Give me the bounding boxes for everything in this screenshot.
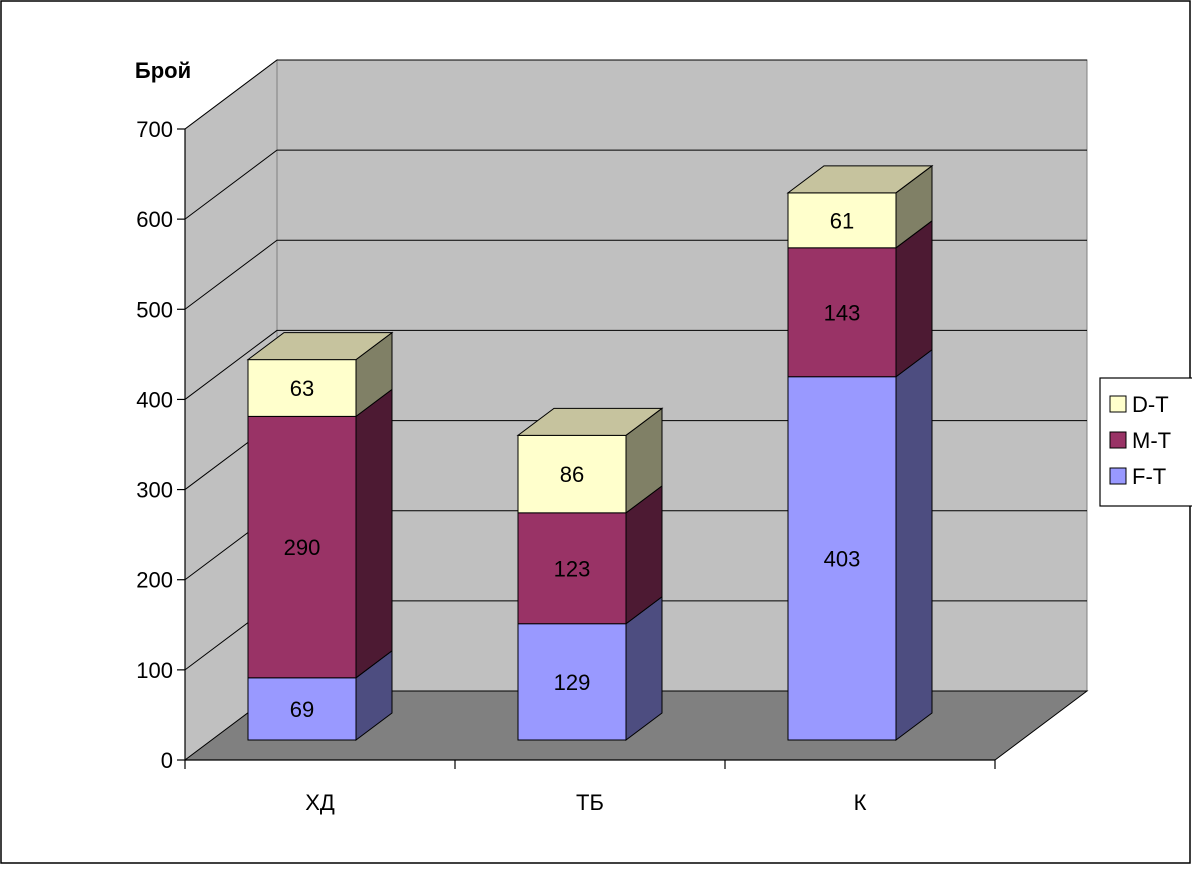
legend-label-f-t: F-T [1132,464,1166,489]
bars: 69 290 63 129 123 86 403 143 61 [246,164,934,741]
data-label: 86 [560,462,584,487]
bar-segment-m-t [787,247,897,378]
y-tick-label: 0 [161,748,173,773]
data-label: 123 [554,556,591,581]
axes: 0 100 200 300 400 500 600 700 ХД ТБ К [136,117,996,815]
data-label: 63 [290,376,314,401]
bar-segment-d-t [787,192,897,249]
legend-swatch-d-t [1109,395,1127,413]
bar-top-d-t [516,407,664,436]
y-tick-label: 400 [136,387,173,412]
x-tick-label: ТБ [576,790,604,815]
bar-segment-f-t [517,623,627,741]
data-label: 129 [554,670,591,695]
x-tick-label: К [854,790,867,815]
gridline [184,59,1087,130]
data-label: 403 [824,546,861,571]
bar-side-f-t [895,348,933,741]
bar-segment-m-t [517,512,627,625]
bar-segment-m-t [247,415,357,679]
bar-top-d-t [246,332,394,361]
y-tick-label: 100 [136,658,173,683]
bar-top-d-t [786,165,934,194]
x-tick-label: ХД [305,790,335,815]
legend-label-d-t: D-T [1132,392,1169,417]
y-tick-label: 700 [136,117,173,142]
legend: D-T M-T F-T [1099,377,1192,507]
legend-swatch-f-t [1109,467,1127,485]
data-label: 69 [290,697,314,722]
data-label: 290 [284,535,321,560]
y-tick-label: 300 [136,478,173,503]
bar-side-m-t [355,388,393,679]
bar-segment-d-t [517,434,627,514]
y-axis-label: Брой [135,58,191,83]
y-tick-label: 600 [136,207,173,232]
gridline [184,149,1087,220]
data-label: 143 [824,300,861,325]
y-tick-label: 200 [136,568,173,593]
legend-label-m-t: M-T [1132,428,1171,453]
y-tick-label: 500 [136,297,173,322]
legend-swatch-m-t [1109,431,1127,449]
back-wall [276,59,1088,692]
data-label: 61 [830,208,854,233]
bar-segment-f-t [247,677,357,741]
